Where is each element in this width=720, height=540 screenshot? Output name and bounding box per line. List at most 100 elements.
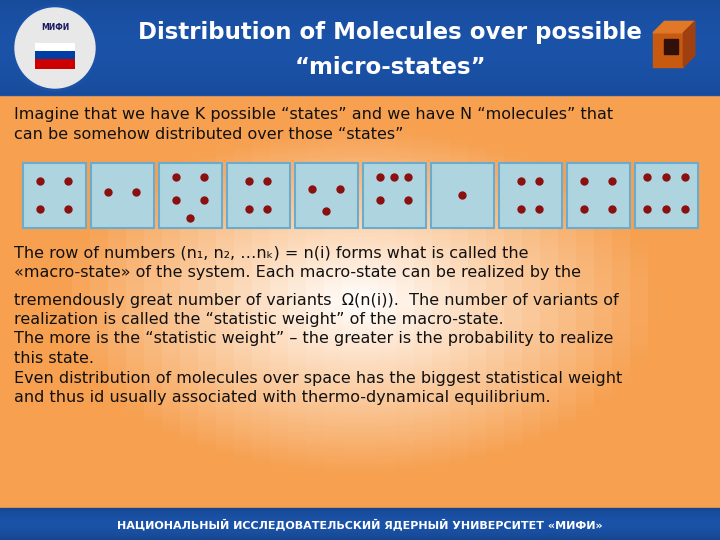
- Bar: [684, 324, 702, 326]
- Bar: [360, 227, 378, 229]
- Bar: [306, 240, 324, 241]
- Bar: [450, 308, 468, 310]
- Bar: [0, 89, 720, 90]
- Bar: [0, 57, 720, 58]
- Bar: [216, 188, 234, 190]
- Bar: [486, 314, 504, 316]
- Bar: [72, 227, 90, 229]
- Bar: [36, 405, 54, 407]
- Bar: [558, 281, 576, 283]
- Bar: [378, 343, 396, 345]
- Bar: [126, 343, 144, 345]
- Bar: [612, 393, 630, 394]
- Bar: [72, 276, 90, 279]
- Bar: [180, 339, 198, 341]
- Bar: [234, 351, 252, 353]
- Bar: [522, 300, 540, 301]
- Bar: [18, 291, 36, 293]
- Bar: [180, 153, 198, 155]
- Bar: [378, 431, 396, 434]
- Bar: [252, 351, 270, 353]
- Bar: [630, 194, 648, 196]
- Bar: [306, 281, 324, 283]
- Bar: [288, 370, 306, 372]
- Bar: [450, 458, 468, 461]
- Bar: [270, 326, 288, 328]
- Bar: [504, 266, 522, 268]
- Bar: [234, 388, 252, 390]
- Bar: [360, 351, 378, 353]
- Bar: [540, 217, 558, 219]
- Bar: [468, 289, 486, 291]
- Bar: [594, 335, 612, 336]
- Bar: [54, 393, 72, 394]
- Bar: [162, 374, 180, 376]
- Bar: [612, 217, 630, 219]
- Bar: [522, 401, 540, 403]
- Bar: [180, 260, 198, 262]
- Bar: [486, 128, 504, 130]
- Bar: [198, 240, 216, 241]
- Bar: [342, 357, 360, 359]
- Bar: [72, 192, 90, 194]
- Bar: [144, 298, 162, 300]
- Bar: [0, 219, 18, 221]
- Bar: [684, 303, 702, 306]
- Bar: [90, 293, 108, 295]
- Bar: [666, 409, 684, 411]
- Bar: [558, 170, 576, 171]
- Bar: [72, 275, 90, 276]
- Bar: [414, 502, 432, 504]
- Bar: [540, 341, 558, 343]
- Bar: [216, 483, 234, 485]
- Bar: [666, 324, 684, 326]
- Bar: [306, 440, 324, 442]
- Bar: [468, 415, 486, 417]
- Bar: [360, 241, 378, 244]
- Bar: [450, 382, 468, 384]
- Bar: [486, 163, 504, 165]
- Bar: [18, 419, 36, 421]
- Bar: [36, 361, 54, 363]
- Bar: [522, 403, 540, 405]
- Bar: [162, 161, 180, 163]
- Bar: [234, 481, 252, 483]
- Bar: [36, 112, 54, 113]
- Bar: [270, 431, 288, 434]
- Bar: [0, 91, 720, 92]
- Bar: [558, 303, 576, 306]
- Bar: [450, 475, 468, 477]
- Bar: [630, 178, 648, 180]
- Bar: [216, 477, 234, 479]
- Bar: [594, 347, 612, 349]
- Bar: [252, 194, 270, 196]
- Bar: [0, 475, 18, 477]
- Bar: [90, 262, 108, 265]
- Bar: [414, 477, 432, 479]
- Bar: [702, 301, 720, 303]
- Bar: [540, 289, 558, 291]
- Bar: [612, 370, 630, 372]
- Bar: [270, 386, 288, 388]
- Bar: [108, 103, 126, 105]
- Bar: [18, 409, 36, 411]
- Bar: [144, 227, 162, 229]
- Bar: [342, 97, 360, 99]
- Bar: [342, 248, 360, 250]
- Bar: [666, 382, 684, 384]
- Bar: [108, 140, 126, 143]
- Bar: [558, 320, 576, 322]
- Bar: [648, 351, 666, 353]
- Bar: [540, 157, 558, 159]
- Bar: [18, 306, 36, 308]
- Bar: [144, 393, 162, 394]
- Bar: [144, 318, 162, 320]
- Bar: [450, 233, 468, 235]
- Bar: [378, 171, 396, 173]
- Bar: [468, 413, 486, 415]
- Bar: [396, 192, 414, 194]
- Bar: [342, 343, 360, 345]
- Bar: [306, 458, 324, 461]
- Bar: [504, 213, 522, 215]
- Bar: [522, 479, 540, 481]
